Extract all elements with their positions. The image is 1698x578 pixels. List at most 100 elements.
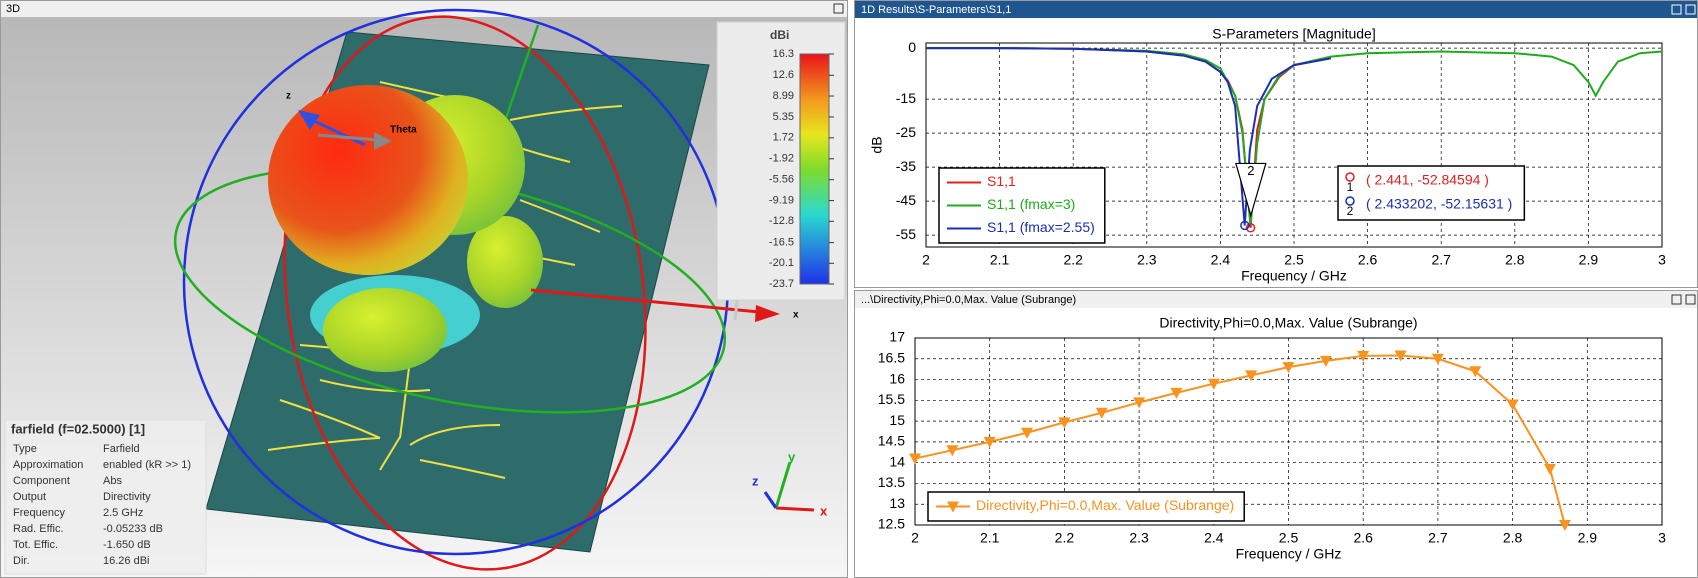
y-tick-label: 12.5 <box>878 516 905 532</box>
curve-marker <box>1240 220 1250 231</box>
data-marker <box>983 436 996 448</box>
info-title: farfield (f=02.5000) [1] <box>11 421 145 436</box>
legend: S1,1 S1,1 (fmax=3) S1,1 (fmax=2.55) <box>938 167 1106 244</box>
data-marker <box>1058 417 1071 429</box>
marker-number: 2 <box>1347 204 1354 218</box>
colorbar-tick-label: 8.99 <box>773 90 794 102</box>
marker-icon <box>1345 196 1355 206</box>
y-tick-label: 15 <box>889 412 905 428</box>
info-key: Rad. Effic. <box>13 523 64 535</box>
close-button[interactable] <box>1685 294 1696 305</box>
maximize-button[interactable] <box>833 3 844 14</box>
x-tick-label: 2.5 <box>1284 252 1304 268</box>
legend-marker <box>947 501 959 513</box>
x-tick-label: 2.3 <box>1129 530 1149 546</box>
info-key: Approximation <box>13 459 83 471</box>
theta-arrowhead <box>374 132 392 150</box>
x-tick-label: 2.1 <box>990 252 1010 268</box>
axis-label: z <box>286 91 291 102</box>
colorbar-tick-label: 5.35 <box>773 111 794 123</box>
colorbar-tick-label: -9.19 <box>769 194 794 206</box>
data-marker <box>909 453 921 465</box>
panel-header <box>855 1 1697 18</box>
y-tick-label: -35 <box>896 158 916 174</box>
panel-header <box>1 1 847 17</box>
x-tick-label: 2.4 <box>1211 252 1231 268</box>
info-key: Component <box>13 475 70 487</box>
info-key: Output <box>13 491 46 503</box>
pattern-lobe <box>467 216 543 308</box>
marker-readout: ( 2.441, -52.84594 ) <box>1366 172 1489 188</box>
marker-number: 1 <box>1347 180 1354 194</box>
legend: Directivity,Phi=0.0,Max. Value (Subrange… <box>927 491 1245 522</box>
legend-label: S1,1 (fmax=2.55) <box>987 219 1095 235</box>
data-marker <box>1469 366 1482 378</box>
z-axis-arrowhead <box>298 110 320 130</box>
x-tick-label: 2.6 <box>1353 530 1373 546</box>
x-tick-label: 2.3 <box>1137 252 1157 268</box>
info-value: 16.26 dBi <box>103 555 149 567</box>
legend-label: S1,1 (fmax=3) <box>987 196 1075 212</box>
theta-ring <box>283 15 647 571</box>
x-tick-label: 2.6 <box>1358 252 1378 268</box>
triad-label: x <box>820 503 828 518</box>
data-marker <box>1282 362 1295 374</box>
y-tick-label: 16.5 <box>878 349 905 365</box>
data-marker <box>1319 355 1332 367</box>
data-marker <box>1207 378 1220 390</box>
info-key: Dir. <box>13 555 30 567</box>
y-tick-label: -25 <box>896 124 916 140</box>
x-tick-label: 2 <box>911 530 919 546</box>
pattern-main-lobe <box>268 85 468 275</box>
marker-box: 1 ( 2.441, -52.84594 ) 2 ( 2.433202, -52.15… <box>1337 165 1526 221</box>
plot-frame <box>914 337 1663 526</box>
data-marker <box>1506 399 1519 411</box>
y-tick-label: 13.5 <box>878 474 905 490</box>
colorbar <box>799 53 830 285</box>
colorbar-tick-label: 1.72 <box>773 132 794 144</box>
panel-s-parameters <box>854 0 1698 288</box>
maximize-button[interactable] <box>1671 294 1682 305</box>
orientation-triad <box>763 461 815 512</box>
x-tick-label: 3 <box>1658 252 1666 268</box>
colorbar-tick-label: 16.3 <box>773 48 794 60</box>
marker-pointer <box>1235 162 1267 218</box>
x-tick-label: 2 <box>922 252 930 268</box>
x-tick-label: 2.9 <box>1579 252 1599 268</box>
colorbar-tick-label: -12.8 <box>769 215 794 227</box>
panel-header <box>855 291 1697 308</box>
y-tick-label: -15 <box>896 90 916 106</box>
panel-title: 3D <box>6 3 20 15</box>
y-tick-label: 16 <box>889 370 905 386</box>
colorbar-tick-label: -16.5 <box>769 237 794 249</box>
marker-readout: ( 2.433202, -52.15631 ) <box>1366 196 1512 212</box>
x-tick-label: 2.8 <box>1503 530 1523 546</box>
info-key: Frequency <box>13 507 65 519</box>
data-marker <box>1133 397 1146 409</box>
y-tick-label: 14.5 <box>878 433 905 449</box>
x-tick-label: 2.5 <box>1279 530 1299 546</box>
x-axis-label: Frequency / GHz <box>1236 546 1342 562</box>
x-axis-label: Frequency / GHz <box>1241 268 1347 284</box>
maximize-button[interactable] <box>1671 4 1682 15</box>
x-tick-label: 2.2 <box>1055 530 1075 546</box>
x-tick-label: 2.2 <box>1063 252 1083 268</box>
info-value: -1.650 dB <box>103 539 151 551</box>
colorbar-label: dBi <box>770 28 789 42</box>
panel-title: ...\Directivity,Phi=0.0,Max. Value (Subr… <box>861 294 1076 306</box>
z-axis-arrow <box>307 116 366 147</box>
x-axis-arrowhead <box>755 305 780 322</box>
info-value: 2.5 GHz <box>103 507 143 519</box>
info-value: -0.05233 dB <box>103 523 163 535</box>
data-marker <box>1095 407 1108 419</box>
y-tick-label: 15.5 <box>878 391 905 407</box>
y-tick-label: 0 <box>908 39 916 55</box>
y-tick-label: -55 <box>896 226 916 242</box>
triad-label: z <box>752 473 759 488</box>
x-tick-label: 2.7 <box>1431 252 1451 268</box>
pattern-lobe <box>323 288 447 372</box>
close-button[interactable] <box>1685 4 1696 15</box>
y-tick-label: 17 <box>889 329 905 345</box>
y-tick-label: -45 <box>896 192 916 208</box>
